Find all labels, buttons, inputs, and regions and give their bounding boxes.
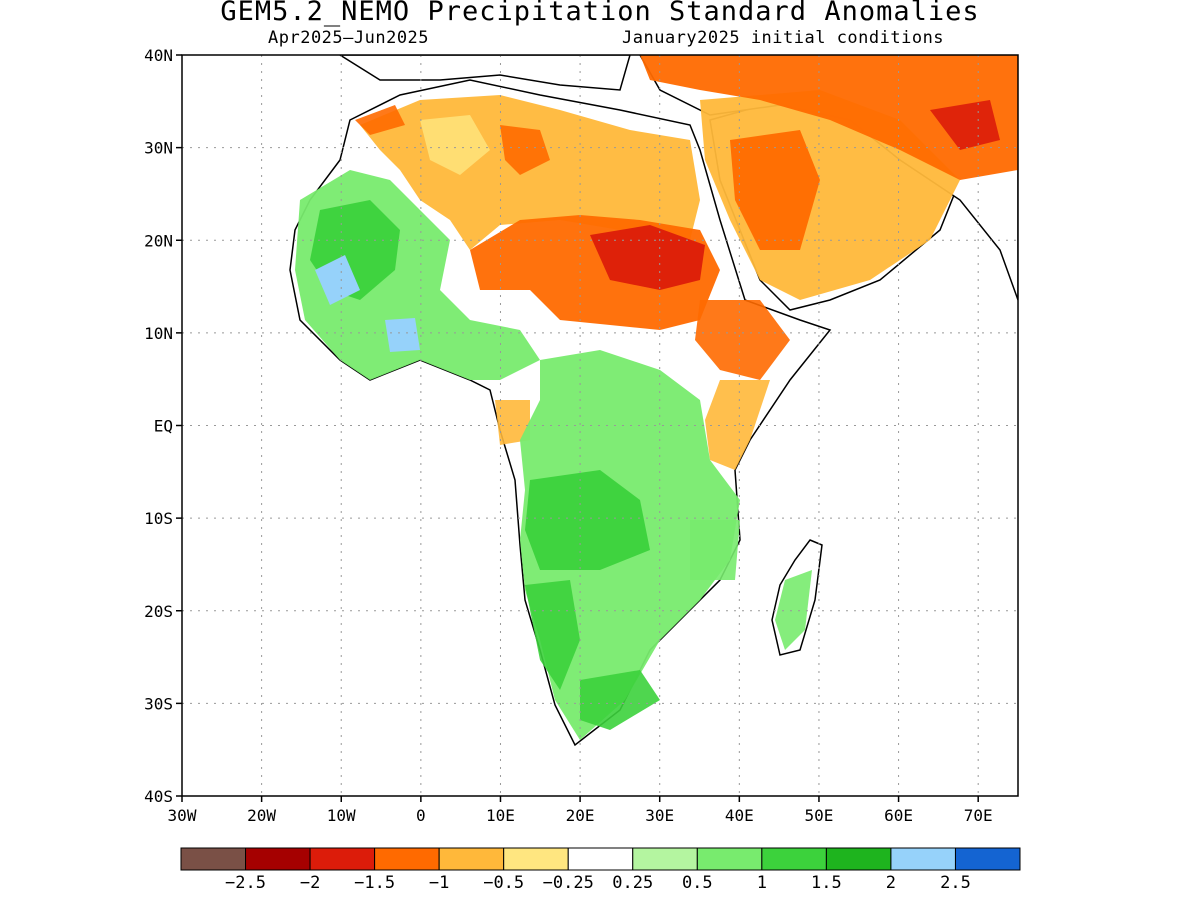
lon-tick-label: 30W: [168, 806, 197, 825]
colorbar-swatch: [825, 847, 892, 871]
lat-tick-label: 40S: [144, 787, 173, 806]
colorbar-label: 0.5: [682, 873, 713, 893]
region-libya-dry: [500, 125, 550, 175]
colorbar-swatch: [890, 847, 956, 871]
region-north-africa-dry-2: [420, 115, 490, 175]
colorbar-label: −2.5: [225, 873, 266, 893]
colorbar-label: 1: [757, 873, 767, 893]
map-title: GEM5.2_NEMO Precipitation Standard Anoma…: [220, 0, 980, 27]
region-north-coast-dry: [355, 105, 405, 135]
longitude-axis: 30W 20W 10W 0 10E 20E 30E 40E 50E 60E 70E: [168, 796, 993, 825]
colorbar-label: −0.25: [543, 873, 594, 893]
init-subtitle: January2025 initial conditions: [622, 28, 945, 48]
region-east-africa-dry: [705, 380, 770, 470]
colorbar-label: 2: [886, 873, 896, 893]
region-afghanistan-very-dry: [930, 100, 1000, 150]
colorbar-label: −1.5: [354, 873, 395, 893]
region-sudan-very-dry: [590, 225, 705, 290]
region-namibia-strong-wet: [525, 580, 580, 690]
lat-tick-label: 30N: [144, 139, 173, 158]
colorbar-swatch: [503, 847, 569, 871]
colorbar-swatch: [632, 847, 698, 871]
region-ethiopia-dry: [695, 300, 790, 380]
colorbar-swatch: [374, 847, 440, 871]
latitude-axis: 40N 30N 20N 10N EQ 10S 20S 30S 40S: [144, 46, 182, 806]
colorbar-label: −2: [300, 873, 320, 893]
lon-tick-label: 30E: [645, 806, 674, 825]
colorbar-label: 1.5: [811, 873, 842, 893]
colorbar-label: 2.5: [940, 873, 971, 893]
region-cameroon-dry: [495, 400, 530, 445]
lon-tick-label: 50E: [804, 806, 833, 825]
lon-tick-label: 10E: [486, 806, 515, 825]
colorbar-swatch: [180, 847, 247, 871]
lon-tick-label: 20W: [247, 806, 276, 825]
lon-tick-label: 0: [416, 806, 426, 825]
region-southafrica-strong-wet: [580, 670, 660, 730]
colorbar-swatch: [245, 847, 311, 871]
europe-landmass: [338, 55, 631, 91]
lon-tick-label: 40E: [725, 806, 754, 825]
lat-tick-label: 20S: [144, 602, 173, 621]
lon-tick-label: 60E: [884, 806, 913, 825]
colorbar-swatch: [954, 847, 1021, 871]
lon-tick-label: 70E: [964, 806, 993, 825]
lat-tick-label: 10N: [144, 324, 173, 343]
lat-tick-label: EQ: [154, 417, 173, 436]
colorbar-swatch: [309, 847, 376, 871]
lon-tick-label: 10W: [327, 806, 356, 825]
region-volta-very-wet: [385, 318, 420, 352]
anomaly-field: [289, 55, 1018, 747]
colorbar-label: −1: [429, 873, 449, 893]
colorbar-label: 0.25: [612, 873, 653, 893]
colorbar-swatch: [761, 847, 827, 871]
graticule: [182, 55, 1018, 796]
lat-tick-label: 40N: [144, 46, 173, 65]
region-iran-dry: [640, 55, 1018, 180]
lat-tick-label: 20N: [144, 231, 173, 250]
colorbar-swatch: [696, 847, 763, 871]
lat-tick-label: 10S: [144, 509, 173, 528]
region-senegal-very-wet: [315, 255, 360, 305]
period-subtitle: Apr2025–Jun2025: [268, 28, 430, 48]
region-madagascar-wet: [775, 570, 812, 650]
colorbar: −2.5 −2 −1.5 −1 −0.5 −0.25 0.25 0.5 1 1.5 2 2.5: [180, 847, 1021, 893]
lat-tick-label: 30S: [144, 694, 173, 713]
region-arabia-core-dry: [730, 130, 820, 250]
colorbar-swatch: [438, 847, 505, 871]
region-mozambique-wet: [690, 520, 740, 580]
lon-tick-label: 20E: [566, 806, 595, 825]
colorbar-swatch: [567, 847, 634, 871]
colorbar-label: −0.5: [483, 873, 524, 893]
region-angola-strong-wet: [525, 470, 650, 570]
